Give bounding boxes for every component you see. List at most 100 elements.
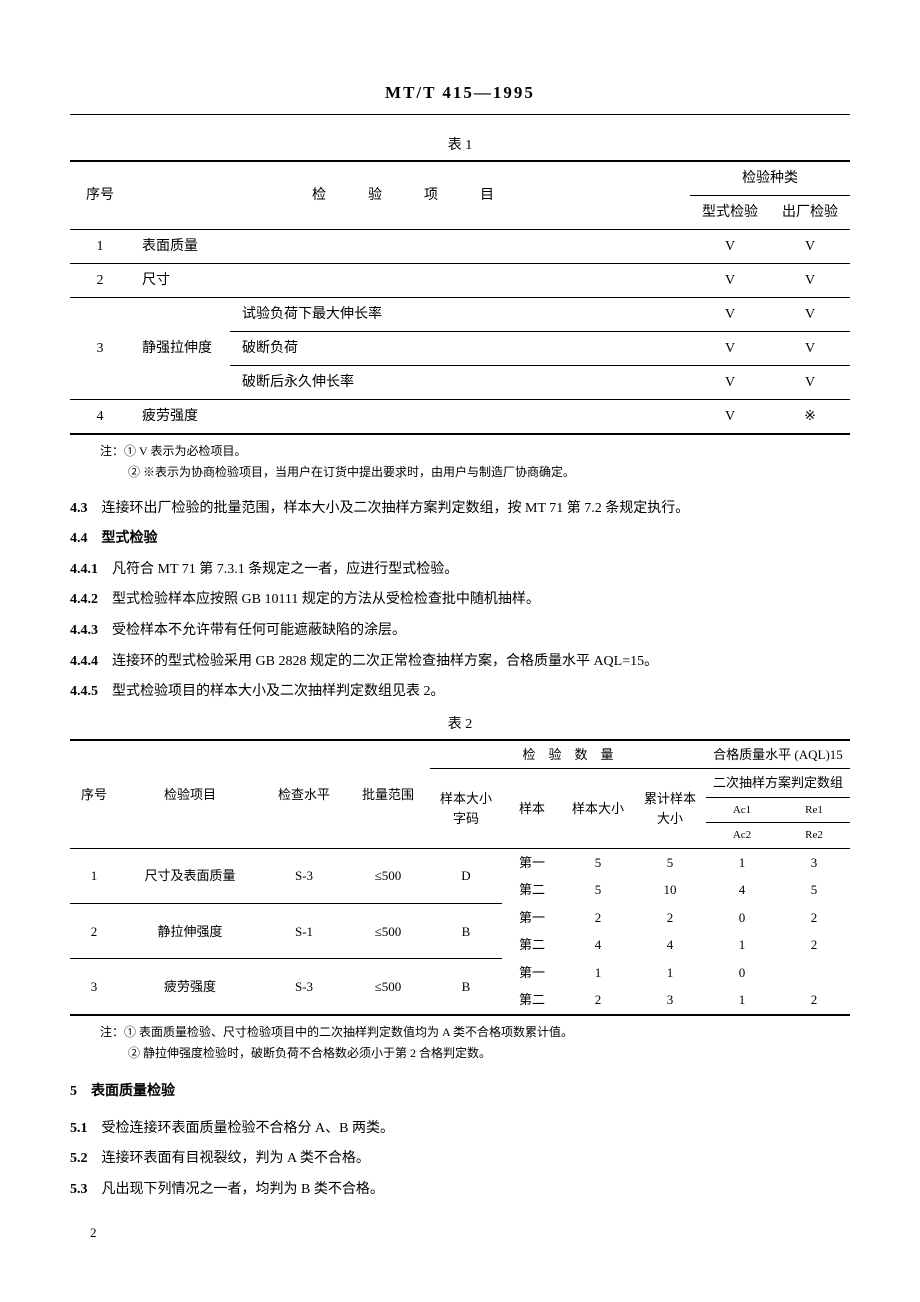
header-rule (70, 114, 850, 115)
t1-h-project: 检 验 项 目 (130, 161, 690, 230)
t2-r2-s1: 第一 (502, 904, 562, 932)
t2-r3-c2: 3 (634, 986, 706, 1015)
t1-h-type: 型式检验 (690, 195, 770, 229)
page-number: 2 (90, 1223, 850, 1243)
t1-h-seq: 序号 (70, 161, 130, 230)
t2-r1-batch: ≤500 (346, 848, 430, 904)
p-4-4-4: 4.4.4 连接环的型式检验采用 GB 2828 规定的二次正常检查抽样方案，合… (70, 649, 850, 676)
t1-note2: ② ※表示为协商检验项目，当用户在订货中提出要求时，由用户与制造厂协商确定。 (128, 462, 850, 484)
p-5-3: 5.3 凡出现下列情况之一者，均判为 B 类不合格。 (70, 1177, 850, 1204)
t1-r1-seq: 1 (70, 229, 130, 263)
t2-h-aql: 合格质量水平 (AQL)15 (706, 740, 850, 769)
t1-note1: 注：① V 表示为必检项目。 (100, 441, 850, 463)
t2-h-plan: 二次抽样方案判定数组 (706, 769, 850, 798)
t2-r3-proj: 疲劳强度 (118, 959, 262, 1015)
t2-h-qty: 检 验 数 量 (430, 740, 706, 769)
t1-r6-fac: ※ (770, 399, 850, 434)
t1-r6-seq: 4 (70, 399, 130, 434)
t2-r2-a2: 1 (706, 931, 778, 959)
t2-h-size: 样本大小 (562, 769, 634, 849)
t1-r3-name: 静强拉伸度 (130, 297, 230, 399)
t2-r1-proj: 尺寸及表面质量 (118, 848, 262, 904)
p-5-1: 5.1 受检连接环表面质量检验不合格分 A、B 两类。 (70, 1116, 850, 1143)
t2-r2-seq: 2 (70, 904, 118, 959)
p-4-4-2: 4.4.2 型式检验样本应按照 GB 10111 规定的方法从受检检查批中随机抽… (70, 587, 850, 614)
t2-r1-c2: 10 (634, 876, 706, 904)
t2-r1-sz1: 5 (562, 848, 634, 876)
t1-r3-sub: 试验负荷下最大伸长率 (230, 297, 690, 331)
t2-r3-a1: 0 (706, 959, 778, 987)
t2-r3-seq: 3 (70, 959, 118, 1015)
t1-r2-fac: V (770, 263, 850, 297)
p-4-3: 4.3 连接环出厂检验的批量范围，样本大小及二次抽样方案判定数组，按 MT 71… (70, 496, 850, 523)
p-4-4: 4.4 型式检验 (70, 526, 850, 553)
t2-r3-c1: 1 (634, 959, 706, 987)
t2-note1: 注：① 表面质量检验、尺寸检验项目中的二次抽样判定数值均为 A 类不合格项数累计… (100, 1022, 850, 1044)
t2-h-ac2: Ac2 (706, 823, 778, 849)
t2-h-seq: 序号 (70, 740, 118, 849)
t1-r1-name: 表面质量 (130, 229, 690, 263)
t1-r4-type: V (690, 331, 770, 365)
t2-r3-s2: 第二 (502, 986, 562, 1015)
t1-r5-fac: V (770, 365, 850, 399)
t2-h-sample: 样本 (502, 769, 562, 849)
p-4-4-5: 4.4.5 型式检验项目的样本大小及二次抽样判定数组见表 2。 (70, 679, 850, 706)
table1-caption: 表 1 (70, 135, 850, 156)
t1-r3-fac: V (770, 297, 850, 331)
t2-r1-seq: 1 (70, 848, 118, 904)
table1: 序号 检 验 项 目 检验种类 型式检验 出厂检验 1 表面质量 V V 2 尺… (70, 160, 850, 435)
t2-r1-code: D (430, 848, 502, 904)
t2-r1-a2: 4 (706, 876, 778, 904)
t2-h-level: 检查水平 (262, 740, 346, 849)
t2-r2-lvl: S-1 (262, 904, 346, 959)
t1-h-kind: 检验种类 (690, 161, 850, 196)
t2-r1-re2: 5 (778, 876, 850, 904)
t2-r3-re1 (778, 959, 850, 987)
t1-r5-sub: 破断后永久伸长率 (230, 365, 690, 399)
p-4-4-3: 4.4.3 受检样本不允许带有任何可能遮蔽缺陷的涂层。 (70, 618, 850, 645)
t2-h-ac1: Ac1 (706, 797, 778, 823)
t2-r3-sz1: 1 (562, 959, 634, 987)
t2-r2-s2: 第二 (502, 931, 562, 959)
t1-r5-type: V (690, 365, 770, 399)
t2-r3-lvl: S-3 (262, 959, 346, 1015)
t1-r1-fac: V (770, 229, 850, 263)
t2-r2-re1: 2 (778, 904, 850, 932)
t2-r2-re2: 2 (778, 931, 850, 959)
table2-caption: 表 2 (70, 714, 850, 735)
t2-r2-sz1: 2 (562, 904, 634, 932)
t2-r1-s1: 第一 (502, 848, 562, 876)
t1-h-factory: 出厂检验 (770, 195, 850, 229)
table1-notes: 注：① V 表示为必检项目。 ② ※表示为协商检验项目，当用户在订货中提出要求时… (100, 441, 850, 484)
doc-header: MT/T 415—1995 (70, 80, 850, 106)
t1-r3-seq: 3 (70, 297, 130, 399)
table2: 序号 检验项目 检查水平 批量范围 检 验 数 量 合格质量水平 (AQL)15… (70, 739, 850, 1016)
t1-r4-fac: V (770, 331, 850, 365)
t2-h-batch: 批量范围 (346, 740, 430, 849)
p-5-2: 5.2 连接环表面有目视裂纹，判为 A 类不合格。 (70, 1146, 850, 1173)
t1-r1-type: V (690, 229, 770, 263)
t1-r2-type: V (690, 263, 770, 297)
table2-notes: 注：① 表面质量检验、尺寸检验项目中的二次抽样判定数值均为 A 类不合格项数累计… (100, 1022, 850, 1065)
t2-r2-proj: 静拉伸强度 (118, 904, 262, 959)
t2-r2-c2: 4 (634, 931, 706, 959)
t2-r3-s1: 第一 (502, 959, 562, 987)
t1-r2-seq: 2 (70, 263, 130, 297)
t2-r2-batch: ≤500 (346, 904, 430, 959)
t2-h-re2: Re2 (778, 823, 850, 849)
t2-r2-a1: 0 (706, 904, 778, 932)
t2-r1-sz2: 5 (562, 876, 634, 904)
t1-r2-name: 尺寸 (130, 263, 690, 297)
t2-r1-s2: 第二 (502, 876, 562, 904)
t1-r6-type: V (690, 399, 770, 434)
section5-title: 5 表面质量检验 (70, 1079, 850, 1106)
t2-r3-sz2: 2 (562, 986, 634, 1015)
t2-h-cum: 累计样本大小 (634, 769, 706, 849)
t2-r3-re2: 2 (778, 986, 850, 1015)
t2-note2: ② 静拉伸强度检验时，破断负荷不合格数必须小于第 2 合格判定数。 (128, 1043, 850, 1065)
t1-r6-name: 疲劳强度 (130, 399, 690, 434)
t2-r3-batch: ≤500 (346, 959, 430, 1015)
t2-r1-re1: 3 (778, 848, 850, 876)
t1-r4-sub: 破断负荷 (230, 331, 690, 365)
t2-r2-c1: 2 (634, 904, 706, 932)
